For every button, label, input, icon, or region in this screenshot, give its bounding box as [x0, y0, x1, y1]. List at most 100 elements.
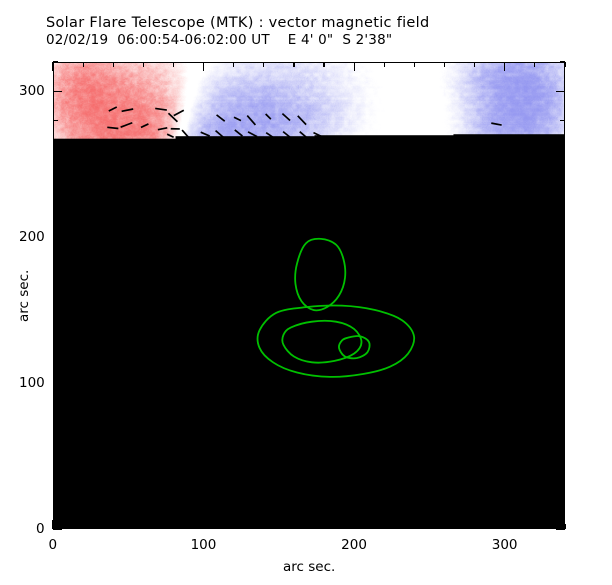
field-vector — [138, 142, 149, 148]
field-vector — [418, 336, 426, 345]
field-vector — [267, 179, 276, 184]
field-vector — [265, 258, 273, 266]
field-vector — [107, 126, 119, 130]
field-vector — [390, 374, 397, 381]
field-vector — [120, 171, 131, 178]
field-vector — [393, 386, 399, 397]
field-vector — [273, 391, 284, 399]
y-tick-label: 200 — [19, 229, 45, 246]
field-vector — [214, 272, 223, 281]
field-vector — [290, 325, 297, 332]
field-vector — [324, 339, 333, 348]
field-vector — [366, 301, 375, 314]
field-vector — [228, 290, 239, 300]
field-vector — [295, 271, 299, 281]
field-vector — [153, 189, 165, 193]
field-vector — [313, 131, 326, 139]
y-tick-label: 100 — [19, 375, 45, 392]
field-vector — [216, 259, 224, 266]
field-vector — [375, 388, 380, 398]
field-vector — [267, 145, 275, 154]
field-vector — [233, 116, 242, 122]
field-vector — [394, 340, 398, 349]
field-vector — [292, 387, 296, 399]
field-vector — [233, 245, 241, 251]
field-vector — [198, 257, 208, 264]
observation-subtitle: 02/02/19 06:00:54-06:02:00 UT E 4' 0" S … — [46, 31, 393, 48]
field-vector — [214, 147, 225, 156]
field-vector — [282, 130, 291, 138]
field-vector — [217, 181, 226, 187]
field-vector — [416, 290, 423, 296]
field-vector — [376, 357, 384, 368]
field-vector — [325, 390, 329, 398]
magnetogram-raster — [54, 63, 564, 528]
field-vector — [313, 145, 323, 156]
field-vector — [312, 270, 318, 283]
field-vector — [233, 148, 243, 154]
field-vector — [214, 291, 225, 298]
field-vector — [541, 228, 547, 237]
field-vector — [137, 158, 148, 163]
field-vector — [415, 306, 424, 315]
field-vector — [311, 327, 317, 335]
field-vector — [297, 115, 307, 126]
field-vector — [368, 338, 379, 346]
x-tick-label: 300 — [491, 537, 518, 553]
halpha-contour — [256, 304, 416, 378]
halpha-contour-overlay — [256, 237, 416, 378]
field-vector — [265, 113, 272, 120]
field-vector — [182, 289, 190, 297]
field-vector — [344, 387, 349, 398]
field-vector — [183, 161, 196, 168]
field-vector — [433, 354, 445, 360]
field-vector — [398, 288, 410, 295]
field-vector — [172, 154, 180, 159]
field-vector — [376, 374, 384, 381]
field-vector — [369, 322, 377, 329]
field-vector — [296, 177, 307, 187]
x-tick-label: 0 — [48, 537, 58, 553]
y-axis-title: arc sec. — [16, 269, 32, 322]
field-vector — [325, 289, 331, 299]
field-vector — [385, 354, 394, 361]
field-vector — [400, 322, 407, 331]
field-vector — [180, 256, 189, 265]
field-vector — [373, 402, 380, 414]
field-vector — [216, 164, 224, 170]
field-vector — [433, 335, 441, 343]
field-vector — [328, 273, 331, 283]
field-vector — [249, 275, 259, 282]
field-vector — [524, 166, 535, 171]
field-vector — [250, 259, 257, 266]
field-vector — [120, 121, 133, 129]
field-vector — [310, 340, 313, 353]
field-vector — [108, 106, 118, 112]
field-vector — [232, 258, 241, 269]
field-vector — [283, 147, 293, 156]
field-vector — [140, 123, 149, 129]
field-vector — [199, 162, 209, 170]
field-vector — [291, 371, 297, 383]
field-vector — [341, 341, 345, 350]
field-vector — [310, 387, 316, 399]
field-vector — [381, 335, 392, 346]
field-vector — [448, 306, 459, 315]
field-vector — [234, 129, 243, 137]
field-vector — [183, 176, 193, 186]
field-vector — [249, 160, 260, 169]
field-vector — [195, 307, 207, 313]
field-vector — [431, 287, 442, 295]
field-vector — [299, 304, 308, 315]
field-vector — [124, 155, 133, 162]
field-vector — [325, 356, 329, 365]
vector-field-overlay — [105, 106, 547, 415]
field-vector — [299, 131, 308, 139]
field-vector — [400, 336, 408, 348]
field-vector — [347, 305, 350, 316]
field-vector — [491, 122, 502, 126]
field-vector — [247, 291, 259, 300]
field-vector — [326, 403, 331, 414]
field-vector — [276, 305, 290, 313]
